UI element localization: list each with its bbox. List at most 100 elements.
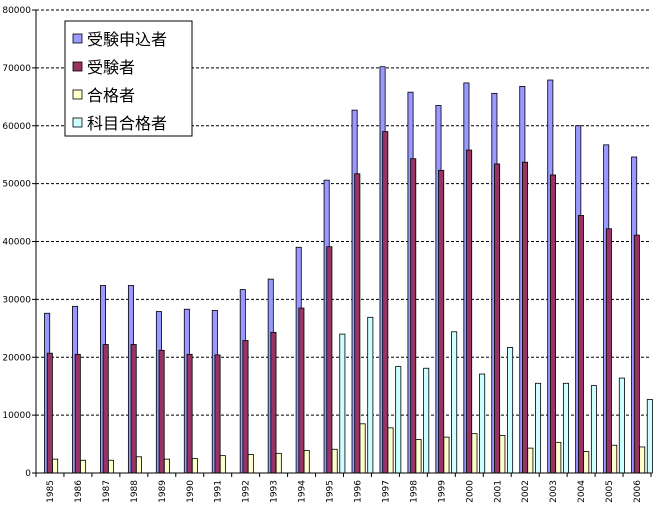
bar-1985-series-2 bbox=[52, 458, 59, 474]
y-tick-label: 70000 bbox=[2, 64, 31, 74]
bar-1998-series-3 bbox=[423, 367, 430, 474]
legend-label-2: 合格者 bbox=[87, 86, 135, 105]
bar-2004-series-1 bbox=[577, 215, 584, 474]
bar-2004-series-2 bbox=[583, 451, 590, 474]
legend-swatch-2 bbox=[72, 89, 83, 100]
bar-1991-series-2 bbox=[219, 455, 226, 474]
bar-2006-series-3 bbox=[646, 399, 653, 474]
legend-label-0: 受験申込者 bbox=[87, 30, 167, 49]
bar-2004-series-3 bbox=[590, 385, 597, 474]
x-tick-label: 2003 bbox=[549, 480, 559, 503]
x-tick-label: 1993 bbox=[270, 480, 280, 503]
bar-1992-series-1 bbox=[242, 340, 249, 474]
bar-2000-series-3 bbox=[479, 373, 486, 474]
y-tick-label: 80000 bbox=[2, 6, 31, 16]
legend-label-3: 科目合格者 bbox=[87, 114, 167, 133]
bar-1989-series-1 bbox=[158, 349, 165, 474]
x-tick-label: 1997 bbox=[381, 480, 391, 503]
bar-2001-series-2 bbox=[499, 434, 506, 474]
bar-1992-series-2 bbox=[247, 454, 254, 474]
bar-2001-series-1 bbox=[494, 163, 501, 474]
bar-1997-series-3 bbox=[395, 366, 402, 474]
x-tick-label: 2002 bbox=[521, 480, 531, 503]
bar-2000-series-2 bbox=[471, 433, 478, 474]
bar-2002-series-3 bbox=[535, 382, 542, 474]
x-tick-label: 1995 bbox=[326, 480, 336, 503]
x-tick-label: 1989 bbox=[158, 480, 168, 503]
y-axis-ticks: 0 10000 20000 30000 40000 50000 60000 70000 8000… bbox=[2, 6, 31, 479]
y-tick-label: 10000 bbox=[2, 411, 31, 421]
bar-2003-series-3 bbox=[562, 382, 569, 474]
bar-2002-series-2 bbox=[527, 447, 534, 474]
bar-1996-series-2 bbox=[359, 423, 366, 474]
y-tick-label: 30000 bbox=[2, 295, 31, 305]
x-tick-label: 1988 bbox=[130, 480, 140, 503]
x-tick-label: 1986 bbox=[74, 480, 84, 503]
bar-1990-series-2 bbox=[191, 458, 198, 474]
bar-2002-series-1 bbox=[522, 161, 529, 474]
y-tick-label: 60000 bbox=[2, 122, 31, 132]
x-tick-label: 2005 bbox=[605, 480, 615, 503]
bar-1995-series-1 bbox=[326, 246, 333, 474]
bar-2005-series-3 bbox=[618, 377, 625, 474]
bar-2005-series-2 bbox=[611, 444, 618, 474]
x-tick-label: 1990 bbox=[186, 480, 196, 503]
bar-1985-series-1 bbox=[46, 352, 53, 474]
legend-swatch-1 bbox=[72, 61, 83, 72]
x-tick-label: 2001 bbox=[493, 480, 503, 503]
x-tick-label: 1985 bbox=[46, 480, 56, 503]
bar-1999-series-3 bbox=[451, 331, 458, 474]
bar-1997-series-1 bbox=[382, 131, 389, 474]
bar-2000-series-1 bbox=[466, 149, 473, 474]
legend-swatch-3 bbox=[72, 117, 83, 128]
y-tick-label: 50000 bbox=[2, 180, 31, 190]
y-tick-label: 20000 bbox=[2, 353, 31, 363]
bar-1994-series-1 bbox=[298, 307, 305, 474]
bar-2003-series-1 bbox=[549, 174, 556, 474]
bar-1997-series-2 bbox=[387, 427, 394, 474]
bar-1988-series-2 bbox=[135, 456, 142, 474]
bar-1991-series-1 bbox=[214, 354, 221, 474]
bar-1996-series-1 bbox=[354, 173, 361, 474]
x-tick-label: 2004 bbox=[577, 480, 587, 503]
y-tick-label: 40000 bbox=[2, 238, 31, 248]
bar-1993-series-2 bbox=[275, 452, 282, 474]
bar-1987-series-1 bbox=[102, 344, 109, 474]
x-tick-label: 1987 bbox=[102, 480, 112, 503]
x-tick-label: 1996 bbox=[353, 480, 363, 503]
bar-1986-series-2 bbox=[80, 459, 87, 474]
bar-2006-series-1 bbox=[633, 234, 640, 474]
legend-swatch-0 bbox=[72, 33, 83, 44]
bar-1990-series-1 bbox=[186, 353, 193, 474]
bar-1994-series-2 bbox=[303, 450, 310, 474]
legend-label-1: 受験者 bbox=[87, 58, 135, 77]
bar-1999-series-2 bbox=[443, 436, 450, 474]
legend-box bbox=[64, 20, 193, 137]
x-tick-label: 1998 bbox=[409, 480, 419, 503]
bar-1986-series-1 bbox=[74, 353, 81, 474]
bar-1998-series-2 bbox=[415, 439, 422, 474]
bar-1987-series-2 bbox=[108, 459, 115, 474]
bar-1999-series-1 bbox=[438, 169, 445, 474]
bar-1988-series-1 bbox=[130, 344, 137, 474]
bar-2003-series-2 bbox=[555, 441, 562, 474]
bar-1996-series-3 bbox=[367, 316, 374, 474]
x-tick-label: 2000 bbox=[465, 480, 475, 503]
x-tick-label: 1992 bbox=[242, 480, 252, 503]
bar-2005-series-1 bbox=[605, 228, 612, 474]
x-tick-label: 2006 bbox=[633, 480, 643, 503]
bar-2006-series-2 bbox=[639, 446, 646, 474]
bar-1993-series-1 bbox=[270, 331, 277, 474]
x-tick-label: 1994 bbox=[298, 480, 308, 503]
x-tick-label: 1999 bbox=[437, 480, 447, 503]
bar-1995-series-2 bbox=[331, 448, 338, 474]
x-axis-ticks: 1985 1986 1987 1988 1989 1990 1991 1992 1993 1994… bbox=[35, 473, 652, 503]
bar-1989-series-2 bbox=[163, 458, 170, 474]
bar-1995-series-3 bbox=[339, 333, 346, 474]
bar-1998-series-1 bbox=[410, 158, 417, 474]
y-tick-label: 0 bbox=[25, 469, 31, 479]
x-tick-label: 1991 bbox=[214, 480, 224, 503]
bar-2001-series-3 bbox=[507, 347, 514, 474]
